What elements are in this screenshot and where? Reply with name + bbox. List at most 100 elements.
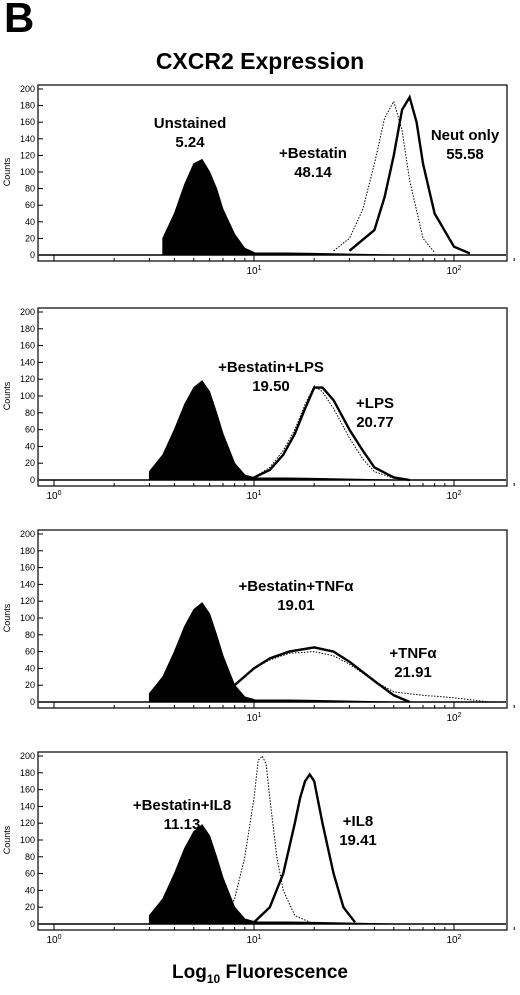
annotation-label: +IL8 [343,813,373,830]
y-axis-label: Counts [2,157,12,186]
series-dotted-line [253,385,394,479]
series-dotted-line [222,755,315,925]
y-tick-label: 120 [20,818,35,828]
y-tick-label: 60 [25,425,35,435]
y-tick-label: 60 [25,200,35,210]
plot-frame [37,307,508,487]
annotation-value: 19.50 [252,378,290,395]
y-tick-label: 200 [20,751,35,761]
y-tick-label: 100 [20,835,35,845]
histogram-panel-4: 0 20 40 60 80 100 120 140 160 180 200 Counts 100 101 1… [2,751,515,946]
annotation-value: 48.14 [294,164,332,181]
y-tick-label: 200 [20,307,35,317]
plot-frame [37,84,508,262]
x-axis-label-suffix: Fluorescence [220,962,348,983]
y-tick-label: 100 [20,391,35,401]
y-tick-label: 40 [25,885,35,895]
y-tick-label: 60 [25,869,35,879]
y-tick-label: 200 [20,529,35,539]
x-tick-label: 102 [446,934,461,946]
y-tick-label: 140 [20,579,35,589]
y-tick-label: 120 [20,596,35,606]
y-tick-label: 140 [20,357,35,367]
y-tick-label: 80 [25,408,35,418]
y-tick-label: 160 [20,785,35,795]
y-tick-label: 80 [25,184,35,194]
y-tick-label: 160 [20,117,35,127]
annotation-label: Unstained [154,115,227,132]
series-dotted-line [209,651,490,703]
y-tick-label: 180 [20,324,35,334]
annotation-label: +LPS [356,395,394,412]
series-unstained-fill [148,602,394,703]
figure-title: CXCR2 Expression [155,48,365,74]
y-axis-label: Counts [2,825,12,854]
annotation-value: 19.41 [339,832,377,849]
series-unstained-fill [148,824,394,925]
y-tick-label: 140 [20,801,35,811]
y-tick-label: 0 [30,697,35,707]
annotation-value: 5.24 [175,134,205,151]
annotation-label: Neut only [431,127,500,144]
y-tick-label: 0 [30,919,35,929]
series-solid-line [348,94,471,255]
y-tick-label: 40 [25,441,35,451]
x-axis-label-prefix: Log [172,962,207,983]
histogram-panel-2: 0 20 40 60 80 100 120 140 160 180 200 Counts 100 101 1… [2,307,515,502]
annotation-value: 21.91 [394,664,432,681]
series-unstained-fill [162,158,454,256]
annotation-label: +Bestatin [279,145,347,162]
series-unstained-fill [148,380,394,481]
x-axis-label-sub: 10 [206,971,221,986]
y-tick-label: 120 [20,150,35,160]
y-tick-label: 20 [25,458,35,468]
annotation-value: 19.01 [277,597,315,614]
plot-frame [37,751,508,931]
annotation-label: +Bestatin+TNFα [238,578,354,595]
y-tick-label: 80 [25,852,35,862]
x-tick-label: 102 [446,490,461,502]
x-tick-label: 100 [46,490,61,502]
y-tick-label: 100 [20,167,35,177]
annotation-label: +Bestatin+LPS [218,359,324,376]
y-tick-label: 160 [20,341,35,351]
y-tick-label: 20 [25,680,35,690]
series-solid-line [253,772,356,924]
histogram-panel-3: 0 20 40 60 80 100 120 140 160 180 200 Counts 101 102 +… [2,529,515,724]
plot-frame [37,529,508,709]
y-tick-label: 40 [25,217,35,227]
y-tick-label: 60 [25,647,35,657]
x-tick-label: 101 [246,934,261,946]
y-tick-label: 100 [20,613,35,623]
series-solid-line [253,386,410,482]
series-dotted-line [333,100,436,253]
x-tick-label: 100 [46,934,61,946]
histogram-panel-1: 0 20 40 60 80 100 120 140 160 180 200 Counts 101 102 U… [2,84,515,277]
panel-letter: B [4,0,35,41]
annotation-label: +Bestatin+IL8 [133,797,231,814]
annotation-value: 20.77 [356,414,394,431]
x-tick-label: 101 [246,265,261,277]
series-solid-line [209,646,411,704]
annotation-value: 11.13 [164,816,201,833]
y-tick-label: 180 [20,768,35,778]
y-tick-label: 160 [20,563,35,573]
y-tick-label: 0 [30,250,35,260]
y-tick-label: 200 [20,84,35,94]
y-tick-label: 40 [25,663,35,673]
x-tick-label: 102 [446,712,461,724]
x-axis-label: Log10 Fluorescence [0,962,520,986]
annotation-value: 55.58 [446,146,484,163]
y-tick-label: 80 [25,630,35,640]
y-axis-label: Counts [2,381,12,410]
x-tick-label: 101 [246,490,261,502]
annotation-label: +TNFα [389,645,437,662]
x-tick-label: 102 [446,265,461,277]
y-tick-label: 0 [30,475,35,485]
y-tick-label: 140 [20,134,35,144]
y-tick-label: 180 [20,101,35,111]
y-tick-label: 180 [20,546,35,556]
y-tick-label: 120 [20,374,35,384]
x-tick-label: 101 [246,712,261,724]
